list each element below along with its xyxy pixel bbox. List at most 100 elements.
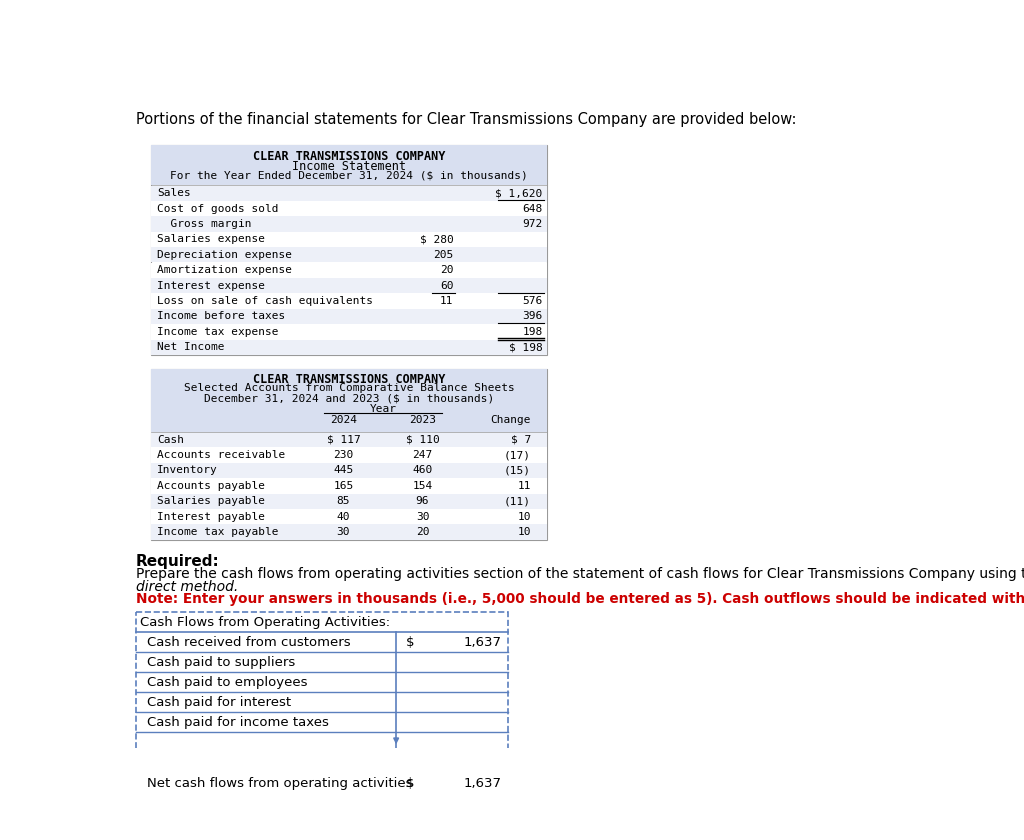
Bar (152, 369, 547, 432)
Text: Required:: Required: (136, 554, 219, 569)
Bar (152, 278, 547, 293)
Text: 30: 30 (416, 512, 429, 522)
Text: Accounts receivable: Accounts receivable (158, 450, 286, 460)
Text: Income tax payable: Income tax payable (158, 527, 279, 537)
Bar (152, 232, 547, 247)
Text: 576: 576 (522, 296, 543, 306)
Text: 648: 648 (522, 203, 543, 213)
Text: $ 7: $ 7 (511, 434, 531, 444)
Bar (152, 216, 547, 232)
Text: $ 1,620: $ 1,620 (496, 188, 543, 198)
Text: Portions of the financial statements for Clear Transmissions Company are provide: Portions of the financial statements for… (136, 112, 797, 127)
Bar (152, 432, 547, 447)
Text: Cash Flows from Operating Activities:: Cash Flows from Operating Activities: (140, 616, 390, 628)
Bar (152, 201, 547, 216)
Text: direct method.: direct method. (136, 580, 238, 594)
Text: 2024: 2024 (330, 415, 357, 425)
Text: 1,637: 1,637 (464, 776, 502, 790)
Text: Interest payable: Interest payable (158, 512, 265, 522)
Bar (152, 293, 547, 308)
Text: 445: 445 (334, 465, 353, 475)
Text: 96: 96 (416, 496, 429, 507)
Text: Loss on sale of cash equivalents: Loss on sale of cash equivalents (158, 296, 374, 306)
Bar (152, 524, 547, 539)
Bar (152, 145, 547, 186)
Text: Income Statement: Income Statement (292, 160, 406, 173)
Text: Cash: Cash (158, 434, 184, 444)
Text: 60: 60 (440, 281, 454, 291)
Text: Cash paid for interest: Cash paid for interest (146, 696, 291, 709)
Text: Selected Accounts from Comparative Balance Sheets: Selected Accounts from Comparative Balan… (183, 383, 514, 393)
Text: (11): (11) (504, 496, 531, 507)
Text: Cash paid to suppliers: Cash paid to suppliers (146, 656, 295, 669)
Text: 2023: 2023 (409, 415, 436, 425)
Text: Interest expense: Interest expense (158, 281, 265, 291)
Bar (152, 145, 547, 354)
Text: December 31, 2024 and 2023 ($ in thousands): December 31, 2024 and 2023 ($ in thousan… (204, 393, 494, 403)
Text: 165: 165 (334, 480, 353, 491)
Text: $: $ (406, 636, 414, 648)
Text: Cost of goods sold: Cost of goods sold (158, 203, 279, 213)
Bar (152, 309, 547, 324)
Text: Income before taxes: Income before taxes (158, 312, 286, 322)
Text: $: $ (406, 776, 414, 790)
Text: Salaries payable: Salaries payable (158, 496, 265, 507)
Text: Cash paid to employees: Cash paid to employees (146, 675, 307, 689)
Text: CLEAR TRANSMISSIONS COMPANY: CLEAR TRANSMISSIONS COMPANY (253, 150, 445, 163)
Text: Amortization expense: Amortization expense (158, 265, 293, 276)
Text: Cash received from customers: Cash received from customers (146, 636, 350, 648)
Text: (17): (17) (504, 450, 531, 460)
Bar (152, 186, 547, 201)
Text: 972: 972 (522, 219, 543, 229)
Text: Net cash flows from operating activities: Net cash flows from operating activities (146, 776, 412, 790)
Text: 40: 40 (337, 512, 350, 522)
Text: CLEAR TRANSMISSIONS COMPANY: CLEAR TRANSMISSIONS COMPANY (253, 373, 445, 386)
Text: For the Year Ended December 31, 2024 ($ in thousands): For the Year Ended December 31, 2024 ($ … (170, 170, 527, 180)
Text: 30: 30 (337, 527, 350, 537)
Bar (152, 262, 547, 278)
Bar (152, 509, 547, 524)
Text: $ 198: $ 198 (509, 342, 543, 352)
Text: Salaries expense: Salaries expense (158, 234, 265, 244)
Bar (152, 369, 547, 540)
Text: Income tax expense: Income tax expense (158, 327, 279, 337)
Bar (152, 324, 547, 339)
Text: 230: 230 (334, 450, 353, 460)
Text: 247: 247 (413, 450, 432, 460)
Text: 205: 205 (433, 249, 454, 260)
Text: Change: Change (490, 415, 531, 425)
Text: Cash paid for income taxes: Cash paid for income taxes (146, 716, 329, 728)
Text: Year: Year (370, 404, 396, 414)
Text: 154: 154 (413, 480, 432, 491)
Bar (152, 247, 547, 262)
Text: 396: 396 (522, 312, 543, 322)
Text: 10: 10 (517, 512, 531, 522)
Text: Accounts payable: Accounts payable (158, 480, 265, 491)
Bar (152, 493, 547, 509)
Text: Note: Enter your answers in thousands (i.e., 5,000 should be entered as 5). Cash: Note: Enter your answers in thousands (i… (136, 592, 1024, 606)
Text: (15): (15) (504, 465, 531, 475)
Text: 198: 198 (522, 327, 543, 337)
Text: Net Income: Net Income (158, 342, 225, 352)
Text: 20: 20 (440, 265, 454, 276)
Bar (152, 447, 547, 463)
Text: $ 117: $ 117 (327, 434, 360, 444)
Text: 85: 85 (337, 496, 350, 507)
Text: $ 110: $ 110 (406, 434, 439, 444)
Bar (152, 478, 547, 493)
Bar (136, 612, 508, 794)
Text: 20: 20 (416, 527, 429, 537)
Text: 11: 11 (517, 480, 531, 491)
Text: Gross margin: Gross margin (158, 219, 252, 229)
Text: $ 280: $ 280 (420, 234, 454, 244)
Text: 1,637: 1,637 (464, 636, 502, 648)
Text: Prepare the cash flows from operating activities section of the statement of cas: Prepare the cash flows from operating ac… (136, 568, 1024, 581)
Text: Depreciation expense: Depreciation expense (158, 249, 293, 260)
Text: Inventory: Inventory (158, 465, 218, 475)
Bar (152, 463, 547, 478)
Text: 11: 11 (440, 296, 454, 306)
Text: 10: 10 (517, 527, 531, 537)
Bar (152, 339, 547, 354)
Text: 460: 460 (413, 465, 432, 475)
Text: Sales: Sales (158, 188, 191, 198)
